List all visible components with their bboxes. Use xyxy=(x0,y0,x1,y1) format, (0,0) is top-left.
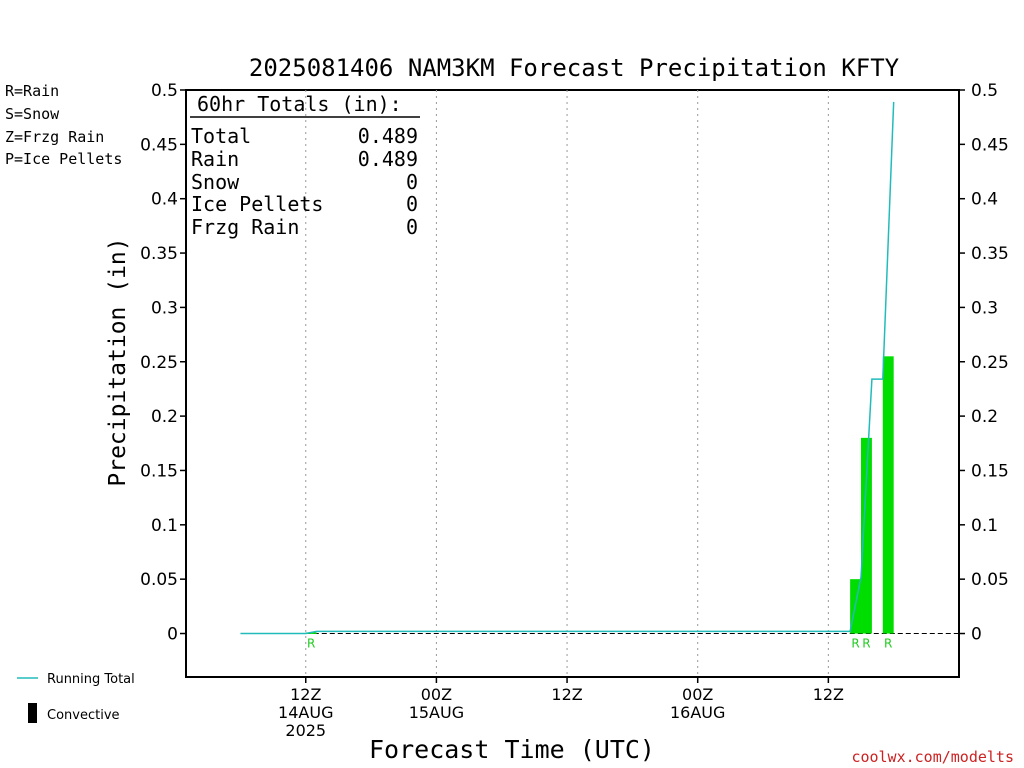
running-total-line xyxy=(240,101,895,635)
y-tick-label-right-10: 0 xyxy=(971,625,982,645)
x-tick-label-0-1: 14AUG xyxy=(278,703,333,722)
x-tick-label-1-0: 00Z xyxy=(421,685,452,704)
y-tick-label-left-6: 0.2 xyxy=(151,407,178,427)
precip-bar-3 xyxy=(882,356,894,634)
convective-legend-label: Convective xyxy=(47,708,120,723)
x-tick-label-4-0: 12Z xyxy=(813,685,844,704)
totals-snow-label: Snow xyxy=(191,170,240,194)
credit-link[interactable]: coolwx.com/modelts xyxy=(851,748,1014,766)
y-tick-label-left-9: 0.05 xyxy=(140,570,178,590)
totals-snow-value: 0 xyxy=(406,170,418,194)
y-tick-label-right-7: 0.15 xyxy=(971,461,1009,481)
x-tick-label-1-1: 15AUG xyxy=(409,703,464,722)
y-tick-label-right-8: 0.1 xyxy=(971,516,998,536)
y-tick-label-left-10: 0 xyxy=(167,625,178,645)
x-tick-label-0-0: 12Z xyxy=(290,685,321,704)
type-legend-frzg-rain: Z=Frzg Rain xyxy=(5,128,104,146)
x-tick-label-3-1: 16AUG xyxy=(670,703,725,722)
y-tick-label-right-1: 0.45 xyxy=(971,135,1009,155)
y-tick-label-left-0: 0.5 xyxy=(151,81,178,101)
totals-total-label: Total xyxy=(191,124,251,148)
y-tick-label-left-1: 0.45 xyxy=(140,135,178,155)
y-tick-label-left-3: 0.35 xyxy=(140,244,178,264)
x-axis-label: Forecast Time (UTC) xyxy=(369,735,655,764)
precip-type-label-2: R xyxy=(862,637,870,651)
y-axis-label: Precipitation (in) xyxy=(105,237,131,486)
type-legend-ice-pellets: P=Ice Pellets xyxy=(5,150,122,168)
precip-type-label-1: R xyxy=(851,637,859,651)
y-ticks: 0.5 0.5 0.45 0.45 0.4 0.4 0.35 0.35 0.3 0.3 0.25 0.… xyxy=(140,81,1009,645)
running-total-legend-label: Running Total xyxy=(47,672,135,687)
totals-rain-value: 0.489 xyxy=(358,147,418,171)
grid-layer xyxy=(305,90,829,677)
precip-type-label-3: R xyxy=(884,637,892,651)
precip-type-label-0: R xyxy=(307,637,315,651)
x-tick-label-0-2: 2025 xyxy=(285,721,326,740)
y-tick-label-right-4: 0.3 xyxy=(971,298,998,318)
totals-box: 60hr Totals (in): Total 0.489 Rain 0.489… xyxy=(190,92,420,239)
x-tick-label-2-0: 12Z xyxy=(551,685,582,704)
y-tick-label-left-8: 0.1 xyxy=(151,516,178,536)
type-legend-snow: S=Snow xyxy=(5,105,60,123)
totals-rain-label: Rain xyxy=(191,147,239,171)
y-tick-label-right-3: 0.35 xyxy=(971,244,1009,264)
y-tick-label-right-6: 0.2 xyxy=(971,407,998,427)
y-tick-label-right-9: 0.05 xyxy=(971,570,1009,590)
type-legend: R=Rain S=Snow Z=Frzg Rain P=Ice Pellets xyxy=(5,82,122,168)
y-tick-label-right-0: 0.5 xyxy=(971,81,998,101)
y-tick-label-left-2: 0.4 xyxy=(151,190,178,210)
series-legend: Running Total Convective xyxy=(17,672,135,723)
convective-legend-swatch xyxy=(28,703,37,723)
totals-frzg-rain-value: 0 xyxy=(406,215,418,239)
totals-ice-pellets-label: Ice Pellets xyxy=(191,192,323,216)
chart-title: 2025081406 NAM3KM Forecast Precipitation… xyxy=(249,54,900,82)
precip-bar-2 xyxy=(861,437,872,634)
x-tick-label-3-0: 00Z xyxy=(682,685,713,704)
totals-frzg-rain-label: Frzg Rain xyxy=(191,215,299,239)
totals-header: 60hr Totals (in): xyxy=(197,92,402,116)
totals-ice-pellets-value: 0 xyxy=(406,192,418,216)
y-tick-label-left-4: 0.3 xyxy=(151,298,178,318)
plot-frame xyxy=(185,89,960,678)
y-tick-label-right-2: 0.4 xyxy=(971,190,998,210)
totals-total-value: 0.489 xyxy=(358,124,418,148)
y-tick-label-left-5: 0.25 xyxy=(140,353,178,373)
running-total-series xyxy=(240,101,895,635)
y-tick-label-right-5: 0.25 xyxy=(971,353,1009,373)
type-legend-rain: R=Rain xyxy=(5,82,59,100)
y-tick-label-left-7: 0.15 xyxy=(140,461,178,481)
